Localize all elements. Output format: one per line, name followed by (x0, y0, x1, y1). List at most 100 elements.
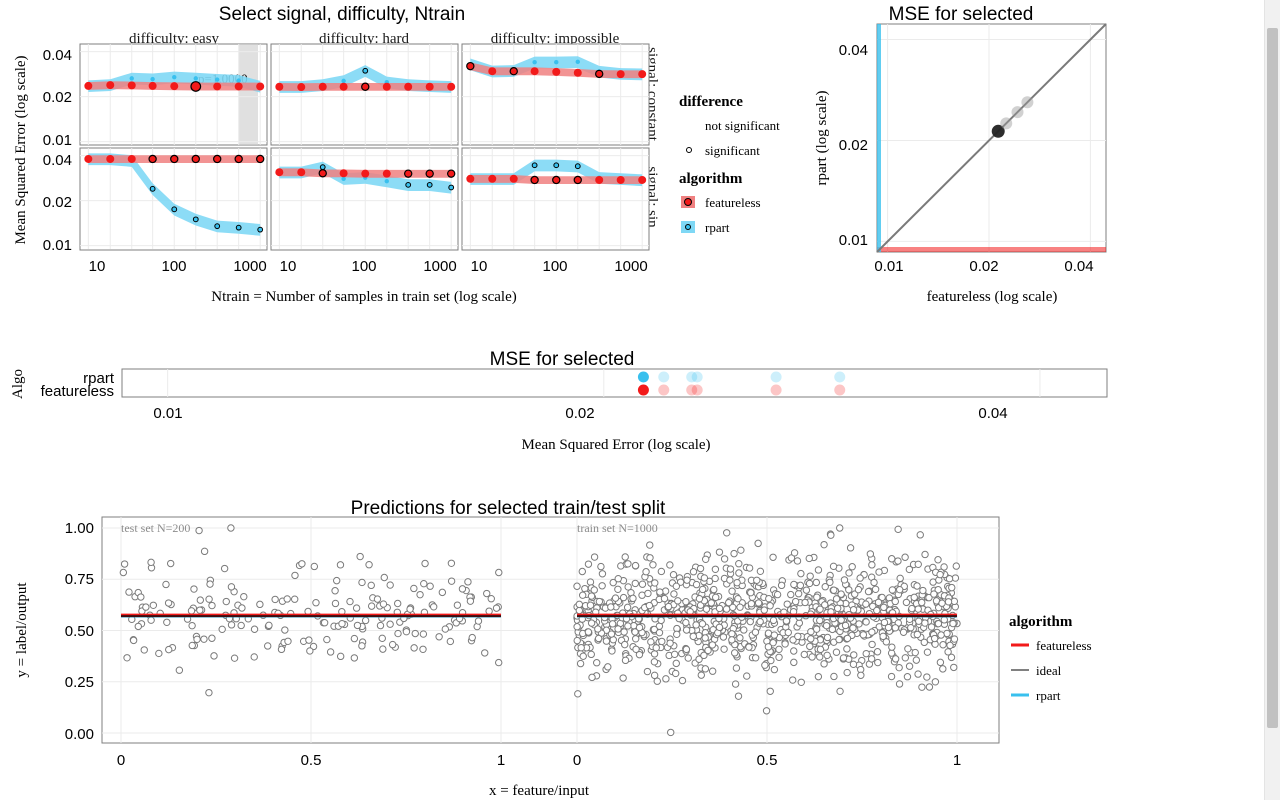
data-point (573, 623, 581, 631)
data-point (862, 649, 870, 658)
featureless-point (382, 169, 391, 178)
data-point (697, 671, 705, 679)
data-point (346, 597, 354, 606)
data-point (227, 524, 235, 532)
data-point (250, 653, 258, 661)
data-point (937, 631, 945, 639)
data-point (250, 625, 259, 633)
panel-sin-hard[interactable] (270, 147, 459, 251)
p4-y-tick-025: 0.25 (65, 674, 94, 691)
p3-cat-rpart: rpart (83, 370, 115, 387)
data-point (379, 600, 388, 608)
rpart-significant-point (171, 206, 178, 213)
data-point (140, 646, 148, 654)
data-point (743, 672, 751, 680)
data-point (483, 589, 491, 598)
data-point (726, 565, 735, 573)
data-point (884, 623, 893, 632)
data-point (587, 619, 596, 627)
rpart-strip-point (637, 371, 649, 383)
data-point (740, 626, 748, 634)
data-point (789, 636, 797, 644)
data-point (419, 630, 428, 638)
data-point (205, 688, 213, 697)
data-point (620, 628, 628, 636)
data-point (646, 541, 654, 549)
featureless-point (595, 175, 604, 184)
panel-constant-hard[interactable] (270, 43, 459, 146)
data-point (650, 650, 659, 658)
data-point (887, 672, 896, 681)
p4-train-label: train set N=1000 (577, 521, 658, 535)
data-point (936, 658, 945, 667)
data-point (458, 585, 467, 593)
featureless-point (190, 81, 202, 92)
data-point (805, 554, 813, 563)
rpart-strip-point (658, 371, 670, 383)
x-tick-impossible-1000: 1000 (614, 258, 647, 275)
data-point (696, 564, 705, 573)
data-point (913, 582, 921, 590)
data-point (650, 671, 659, 680)
data-point (573, 636, 581, 645)
data-point (649, 561, 657, 569)
data-point (720, 645, 728, 653)
p2-x-tick-001: 0.01 (874, 258, 903, 275)
data-point (770, 665, 779, 674)
featureless-point (275, 168, 284, 177)
data-point (874, 598, 883, 606)
data-point (725, 598, 733, 607)
rpart-significant-point (257, 226, 264, 233)
data-point (265, 621, 273, 630)
data-point (730, 649, 739, 657)
data-point (878, 593, 886, 602)
p4-legend-title: algorithm (1009, 614, 1073, 630)
plot4-legend: algorithm featureless ideal rpart (1009, 614, 1092, 703)
p3-x-tick-004: 0.04 (978, 405, 1007, 422)
data-point (770, 631, 779, 639)
data-point (814, 672, 823, 681)
data-point (137, 593, 145, 601)
data-point (914, 670, 922, 678)
scrollbar-thumb[interactable] (1267, 28, 1278, 728)
plot3-panel[interactable] (121, 368, 1108, 398)
data-point (671, 669, 680, 678)
data-point (925, 593, 933, 602)
data-point (485, 607, 493, 615)
data-point (930, 590, 938, 598)
data-point (593, 659, 601, 667)
data-point (760, 606, 768, 614)
data-point (888, 586, 897, 594)
data-point (367, 602, 376, 610)
page-scrollbar[interactable] (1264, 0, 1280, 800)
data-point (695, 594, 704, 603)
data-point (575, 600, 584, 609)
data-point (903, 673, 912, 681)
data-point (495, 658, 503, 667)
data-point (595, 597, 604, 606)
data-point (701, 665, 710, 673)
x-tick-impossible-10: 10 (471, 258, 488, 275)
data-point (394, 629, 402, 638)
data-point (782, 617, 791, 625)
plot2-y-label: rpart (log scale) (814, 91, 830, 186)
data-point (667, 728, 675, 737)
data-point (756, 567, 765, 576)
data-point (896, 574, 904, 583)
plot1-title: Select signal, difficulty, Ntrain (219, 4, 465, 25)
data-point (664, 602, 673, 611)
data-point (464, 578, 472, 586)
legend-difference-title: difference (679, 94, 743, 110)
p4-legend-rpart: rpart (1036, 688, 1061, 703)
data-point (781, 640, 789, 648)
data-point (813, 593, 821, 601)
featureless-point (488, 67, 497, 76)
data-point (816, 605, 824, 613)
predictions-plot: Predictions for selected train/test spli… (14, 498, 1092, 799)
data-point (775, 653, 783, 661)
panel-constant-easy[interactable] (79, 43, 268, 146)
featureless-point (466, 174, 475, 183)
plot1-x-label: Ntrain = Number of samples in train set … (211, 289, 516, 305)
data-point (745, 564, 754, 572)
data-point (888, 555, 896, 563)
